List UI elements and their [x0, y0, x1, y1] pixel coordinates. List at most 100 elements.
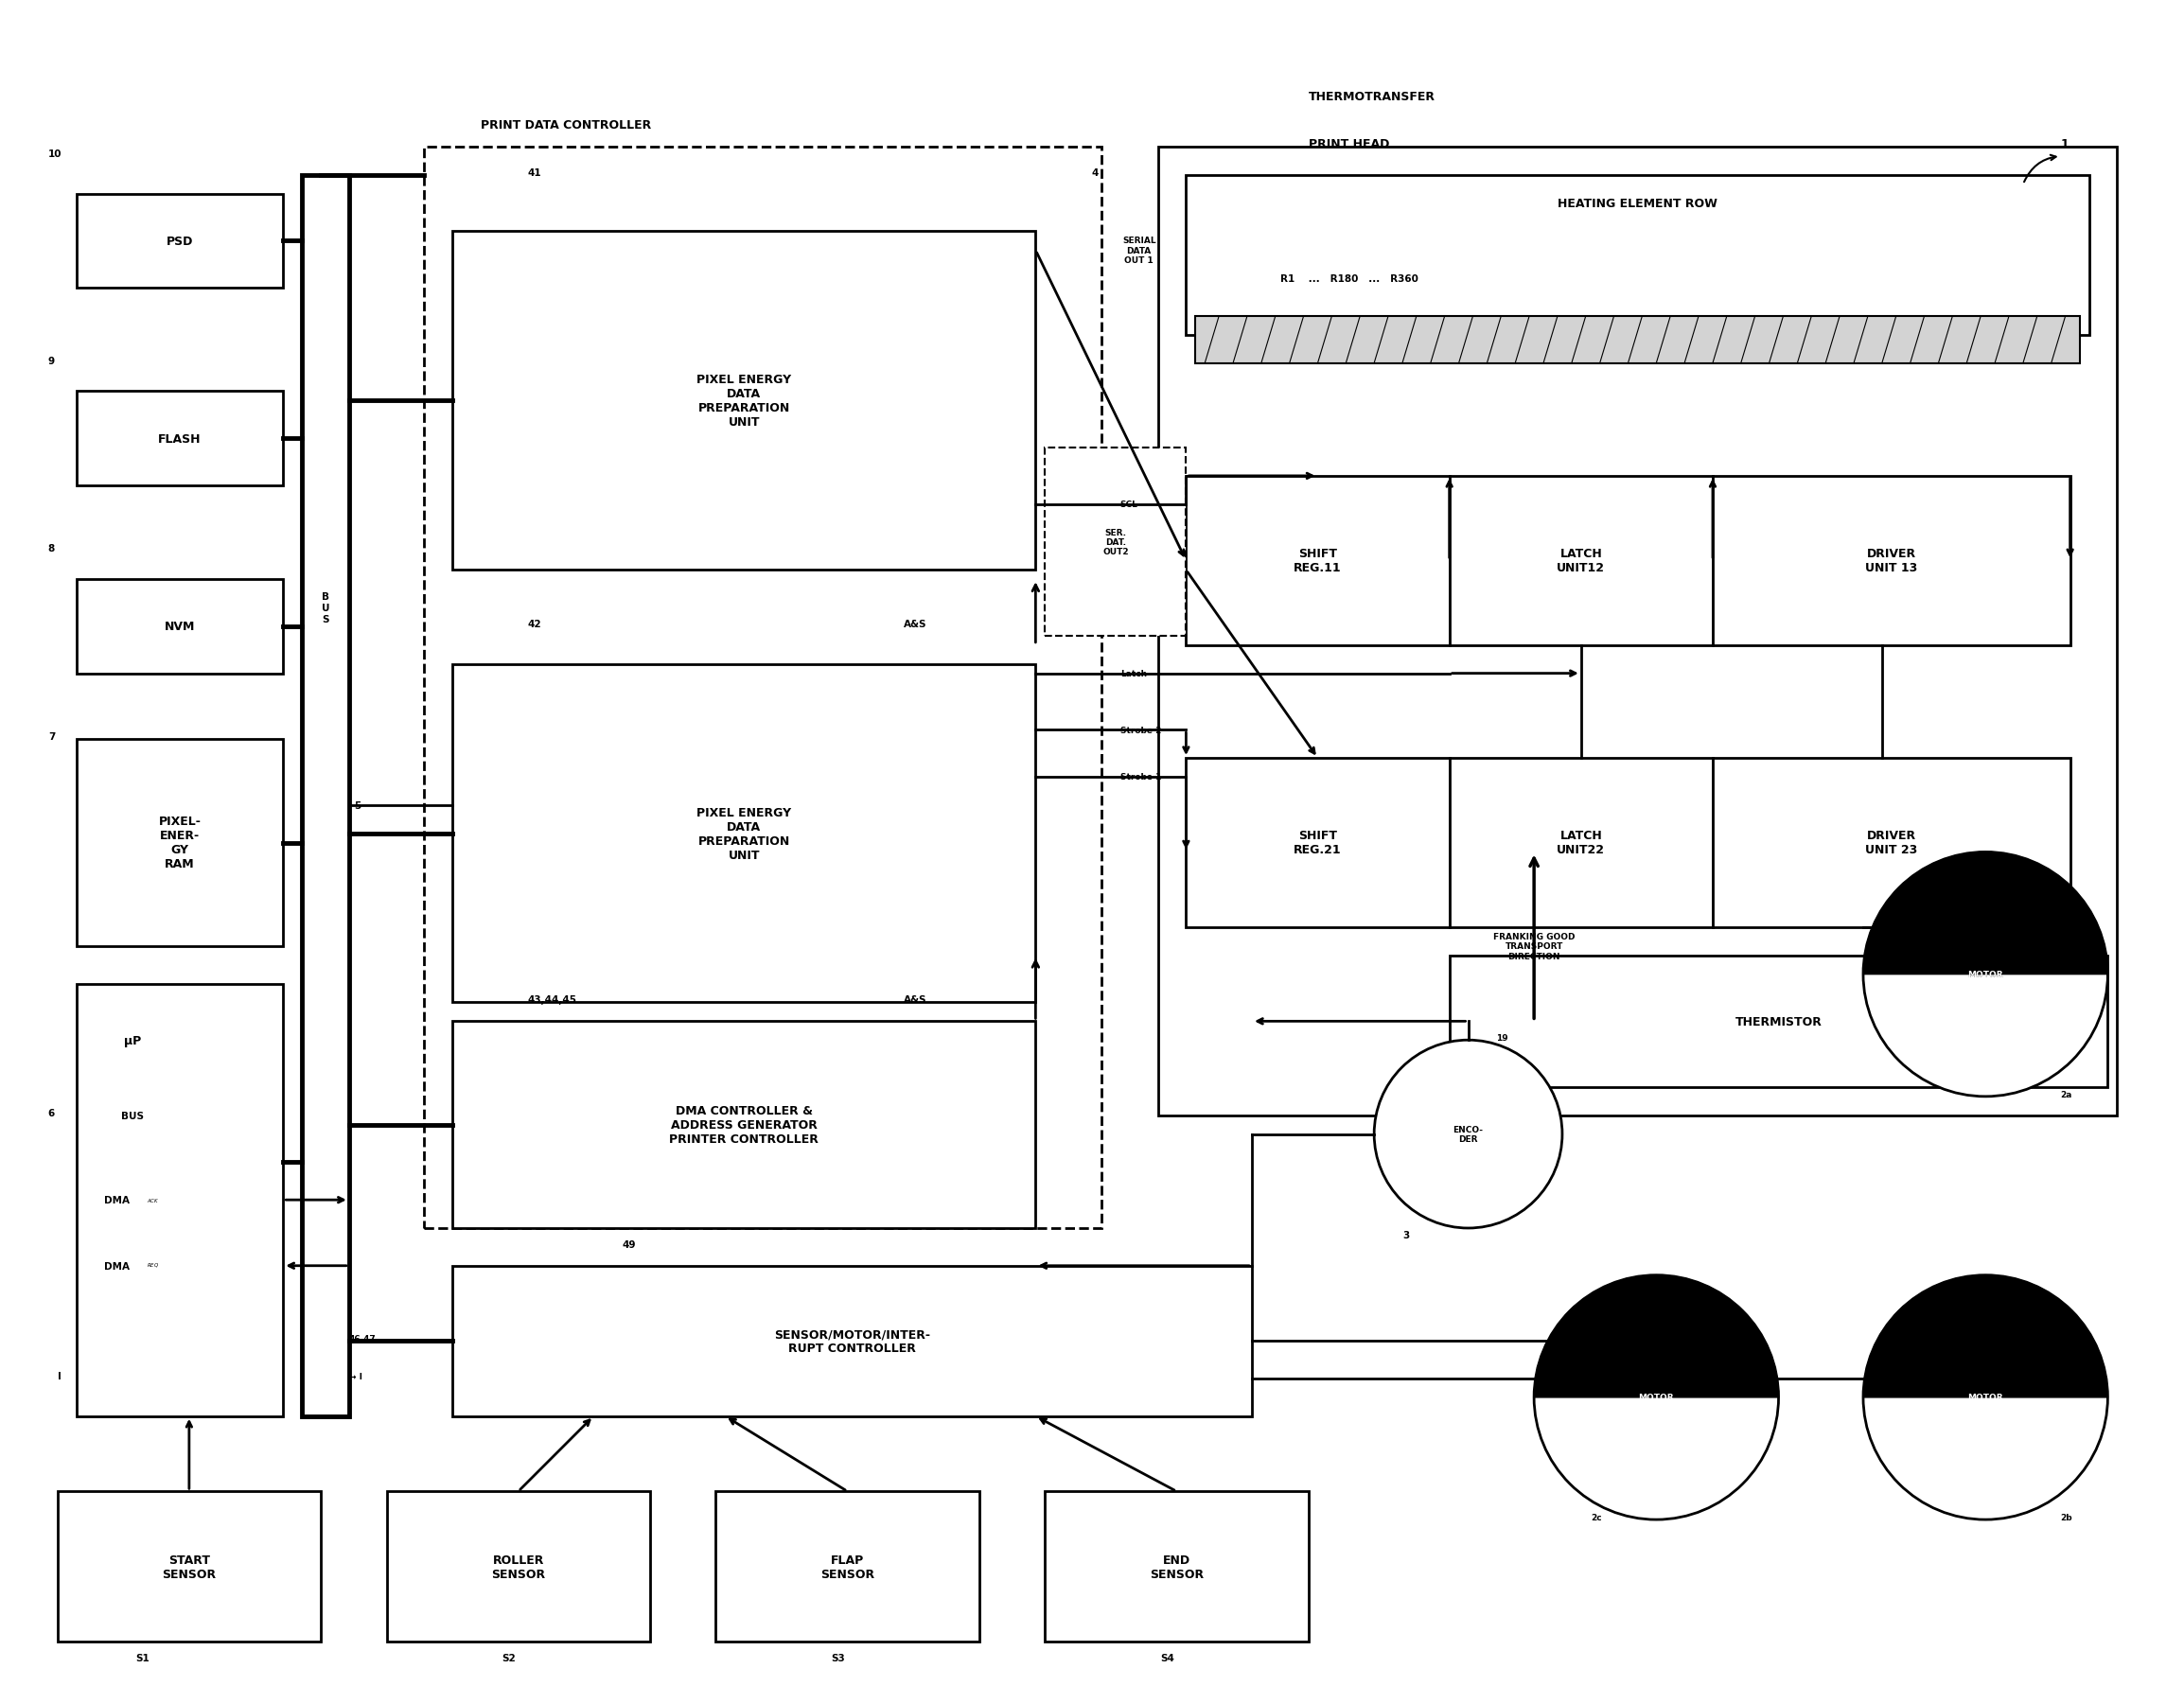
Text: PRINT DATA CONTROLLER: PRINT DATA CONTROLLER	[480, 120, 651, 132]
Text: LATCH
UNIT12: LATCH UNIT12	[1557, 548, 1605, 575]
Text: 46,47: 46,47	[349, 1335, 376, 1344]
Bar	[1044, 448, 1186, 636]
Text: → I: → I	[349, 1372, 363, 1381]
Text: 49: 49	[622, 1239, 636, 1249]
Text: A&S: A&S	[904, 619, 926, 629]
Text: 6: 6	[48, 1108, 55, 1118]
Text: SCL: SCL	[1120, 501, 1138, 509]
FancyBboxPatch shape	[57, 1492, 321, 1642]
Text: A&S: A&S	[904, 995, 926, 1005]
Text: FLAP
SENSOR: FLAP SENSOR	[821, 1553, 874, 1580]
Text: PSD: PSD	[166, 236, 192, 248]
Text: Latch: Latch	[1120, 669, 1147, 678]
Text: 43,44,45: 43,44,45	[529, 995, 577, 1005]
Text: $_{REQ}$: $_{REQ}$	[146, 1261, 159, 1270]
Text: SHIFT
REG.21: SHIFT REG.21	[1293, 830, 1341, 856]
Text: S1: S1	[135, 1652, 149, 1662]
Text: Strobe 1: Strobe 1	[1120, 772, 1162, 782]
Text: ROLLER
SENSOR: ROLLER SENSOR	[491, 1553, 546, 1580]
Text: DRIVER
UNIT 13: DRIVER UNIT 13	[1865, 548, 1918, 575]
Wedge shape	[1533, 1275, 1778, 1398]
FancyBboxPatch shape	[1450, 759, 1712, 927]
Text: FRANKING GOOD
TRANSPORT
DIRECTION: FRANKING GOOD TRANSPORT DIRECTION	[1494, 932, 1575, 961]
Text: THERMOTRANSFER: THERMOTRANSFER	[1308, 91, 1435, 103]
Text: LATCH
UNIT22: LATCH UNIT22	[1557, 830, 1605, 856]
Text: PIXEL-
ENER-
GY
RAM: PIXEL- ENER- GY RAM	[159, 816, 201, 870]
Text: 42: 42	[529, 619, 542, 629]
FancyBboxPatch shape	[716, 1492, 978, 1642]
Text: DMA: DMA	[105, 1261, 131, 1271]
Text: MOTOR: MOTOR	[1968, 1393, 2003, 1401]
Wedge shape	[1863, 853, 2108, 975]
Bar	[301, 175, 349, 1416]
Text: HEATING ELEMENT ROW: HEATING ELEMENT ROW	[1557, 197, 1717, 211]
Text: 2b: 2b	[2062, 1512, 2073, 1521]
FancyBboxPatch shape	[1450, 956, 2108, 1087]
FancyBboxPatch shape	[76, 194, 284, 288]
Text: END
SENSOR: END SENSOR	[1149, 1553, 1203, 1580]
Text: 19: 19	[1496, 1034, 1509, 1042]
FancyBboxPatch shape	[452, 1022, 1035, 1229]
Text: PIXEL ENERGY
DATA
PREPARATION
UNIT: PIXEL ENERGY DATA PREPARATION UNIT	[697, 374, 791, 428]
Text: START
SENSOR: START SENSOR	[162, 1553, 216, 1580]
Text: 2c: 2c	[1590, 1512, 1601, 1521]
Wedge shape	[1863, 1275, 2108, 1398]
Text: THERMISTOR: THERMISTOR	[1734, 1015, 1821, 1028]
Text: $_{ACK}$: $_{ACK}$	[146, 1195, 159, 1204]
Text: 5: 5	[354, 801, 360, 811]
Text: DMA: DMA	[105, 1195, 131, 1205]
FancyBboxPatch shape	[1712, 759, 2070, 927]
FancyBboxPatch shape	[1712, 477, 2070, 646]
FancyBboxPatch shape	[452, 1266, 1251, 1416]
Text: DRIVER
UNIT 23: DRIVER UNIT 23	[1865, 830, 1918, 856]
FancyBboxPatch shape	[1186, 175, 2088, 336]
Bar	[424, 148, 1101, 1229]
Text: 7: 7	[48, 732, 55, 742]
FancyBboxPatch shape	[76, 580, 284, 674]
Text: S4: S4	[1160, 1652, 1175, 1662]
Text: µP: µP	[124, 1034, 142, 1047]
Text: 2a: 2a	[2062, 1091, 2073, 1099]
Bar	[1195, 317, 2079, 364]
Text: I: I	[57, 1371, 61, 1381]
Text: 10: 10	[48, 150, 61, 158]
FancyBboxPatch shape	[387, 1492, 651, 1642]
Text: SENSOR/MOTOR/INTER-
RUPT CONTROLLER: SENSOR/MOTOR/INTER- RUPT CONTROLLER	[773, 1329, 930, 1354]
FancyBboxPatch shape	[1186, 477, 1450, 646]
Text: DMA CONTROLLER &
ADDRESS GENERATOR
PRINTER CONTROLLER: DMA CONTROLLER & ADDRESS GENERATOR PRINT…	[668, 1104, 819, 1145]
Text: PRINT HEAD: PRINT HEAD	[1308, 138, 1389, 150]
Text: SER.
DAT.
OUT2: SER. DAT. OUT2	[1103, 528, 1129, 556]
Text: B
U
S: B U S	[321, 592, 330, 624]
Text: SERIAL
DATA
OUT 1: SERIAL DATA OUT 1	[1123, 236, 1155, 265]
Text: NVM: NVM	[164, 620, 194, 632]
Text: 4: 4	[1092, 169, 1099, 177]
Text: S3: S3	[832, 1652, 845, 1662]
FancyBboxPatch shape	[1450, 477, 1712, 646]
Text: BUS: BUS	[122, 1111, 144, 1120]
Circle shape	[1374, 1040, 1562, 1229]
Text: 8: 8	[48, 545, 55, 553]
FancyBboxPatch shape	[1186, 759, 1450, 927]
Text: SHIFT
REG.11: SHIFT REG.11	[1293, 548, 1341, 575]
Bar	[1158, 148, 2116, 1116]
Text: FLASH: FLASH	[157, 433, 201, 445]
FancyBboxPatch shape	[1044, 1492, 1308, 1642]
Text: 41: 41	[529, 169, 542, 177]
Text: 3: 3	[1402, 1231, 1409, 1239]
Circle shape	[1533, 1275, 1778, 1519]
Text: S2: S2	[502, 1652, 515, 1662]
Text: 9: 9	[48, 356, 55, 366]
Text: 1: 1	[2062, 138, 2068, 150]
Bar	[76, 985, 284, 1416]
Text: PIXEL ENERGY
DATA
PREPARATION
UNIT: PIXEL ENERGY DATA PREPARATION UNIT	[697, 806, 791, 862]
Text: MOTOR: MOTOR	[1968, 971, 2003, 980]
Text: MOTOR: MOTOR	[1638, 1393, 1675, 1401]
FancyBboxPatch shape	[452, 664, 1035, 1003]
Circle shape	[1863, 853, 2108, 1098]
Text: ENCO-
DER: ENCO- DER	[1452, 1125, 1483, 1143]
Circle shape	[1863, 1275, 2108, 1519]
FancyBboxPatch shape	[76, 391, 284, 486]
Text: R1    ...   R180   ...   R360: R1 ... R180 ... R360	[1280, 275, 1417, 283]
Text: MOTOR: MOTOR	[1968, 971, 2003, 980]
Text: Strobe 2: Strobe 2	[1120, 727, 1162, 735]
